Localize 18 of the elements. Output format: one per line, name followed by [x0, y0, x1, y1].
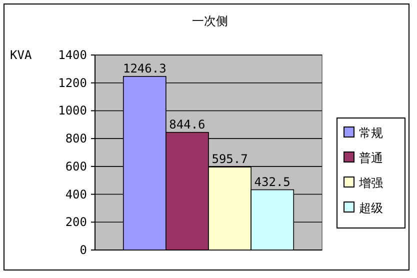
y-tick-label: 600 [65, 159, 87, 174]
y-tick-label: 200 [65, 215, 87, 230]
y-tick-label: 0 [80, 243, 87, 257]
y-tick-label: 800 [65, 132, 87, 146]
legend-label: 普通 [359, 151, 383, 165]
y-tick-label: 400 [65, 187, 87, 202]
y-tick-label: 1000 [58, 104, 87, 118]
chart-title: 一次侧 [192, 14, 228, 28]
y-axis-title: KVA [10, 48, 32, 62]
legend-label: 超级 [359, 201, 383, 215]
data-label: 432.5 [254, 174, 290, 189]
data-label: 595.7 [212, 152, 248, 166]
y-tick-label: 1400 [58, 48, 87, 62]
data-label: 844.6 [169, 117, 206, 132]
legend-label: 增强 [358, 176, 383, 190]
y-tick-label: 1200 [58, 76, 87, 90]
data-label: 1246.3 [122, 61, 166, 76]
legend-label: 常规 [359, 126, 383, 140]
